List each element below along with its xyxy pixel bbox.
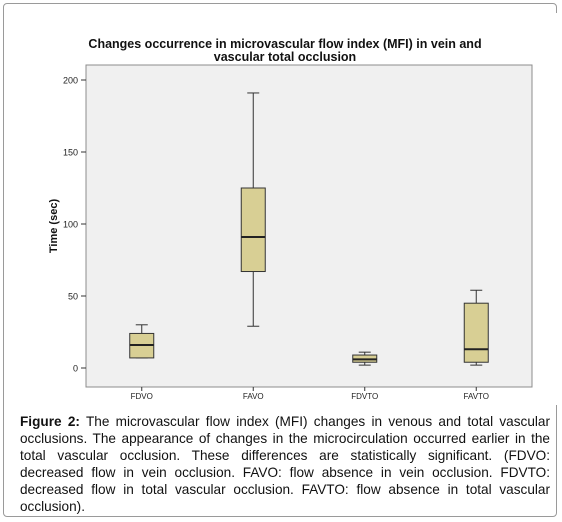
chart-panel: Changes occurrence in microvascular flow… bbox=[13, 13, 557, 405]
chart-title-line: vascular total occlusion bbox=[214, 50, 356, 64]
chart-title-line: Changes occurrence in microvascular flow… bbox=[88, 37, 481, 51]
figure-caption: Figure 2: The microvascular flow index (… bbox=[20, 413, 550, 515]
box-favo bbox=[240, 187, 266, 273]
y-tick-label: 150 bbox=[63, 148, 78, 158]
x-tick-label: FDVO bbox=[131, 392, 153, 401]
caption-text: The microvascular flow index (MFI) chang… bbox=[20, 414, 550, 514]
y-tick-label: 200 bbox=[63, 76, 78, 86]
x-tick-label: FAVO bbox=[243, 392, 264, 401]
box-favto bbox=[463, 302, 489, 363]
x-tick-label: FAVTO bbox=[464, 392, 490, 401]
figure-frame: Changes occurrence in microvascular flow… bbox=[3, 3, 557, 517]
caption-label: Figure 2: bbox=[20, 414, 80, 429]
plot-area bbox=[85, 64, 533, 388]
y-tick-label: 50 bbox=[68, 292, 78, 302]
x-tick-label: FDVTO bbox=[351, 392, 378, 401]
y-tick-label: 0 bbox=[73, 364, 78, 374]
boxplot-chart: Changes occurrence in microvascular flow… bbox=[48, 37, 533, 401]
y-tick-label: 100 bbox=[63, 220, 78, 230]
y-axis-label: Time (sec) bbox=[48, 199, 60, 254]
